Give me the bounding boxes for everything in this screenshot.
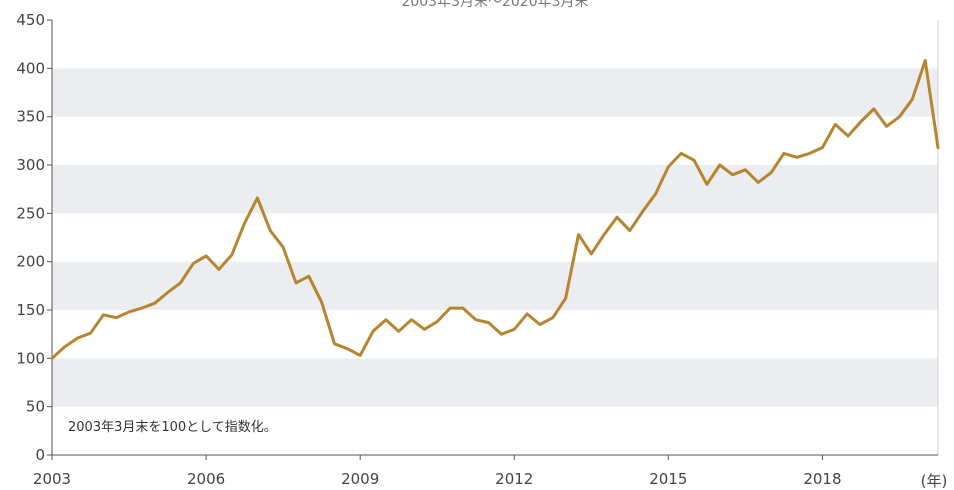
series-line [50, 59, 940, 360]
y-tick-label: 400 [16, 59, 45, 77]
y-tick-label: 0 [35, 446, 45, 464]
y-tick-label: 300 [16, 156, 45, 174]
grid-band [52, 261, 938, 310]
grid-band [52, 68, 938, 117]
grid-band [52, 310, 938, 359]
x-tick-label: 2018 [803, 470, 841, 488]
y-tick-label: 200 [16, 253, 45, 271]
chart-note: 2003年3月末を100として指数化。 [68, 420, 277, 435]
y-tick-label: 150 [16, 301, 45, 319]
x-tick-label: 2012 [495, 470, 533, 488]
grid-band [52, 358, 938, 407]
grid-band [52, 406, 938, 455]
grid-band [52, 20, 938, 69]
x-tick-label: 2003 [33, 470, 71, 488]
y-tick-label: 50 [26, 398, 45, 416]
y-axis: 0 50 100 150 200 250 300 350 400 450 [16, 11, 53, 464]
y-tick-label: 250 [16, 204, 45, 222]
grid-band [52, 213, 938, 262]
grid-band [52, 165, 938, 214]
y-tick-label: 350 [16, 108, 45, 126]
grid-bands [52, 20, 939, 455]
x-tick-label: 2015 [649, 470, 687, 488]
chart-subtitle: 2003年3月末～2020年3月末 [401, 0, 588, 10]
y-tick-label: 100 [16, 349, 45, 367]
x-axis-unit-label: (年) [921, 472, 948, 490]
x-tick-label: 2009 [341, 470, 379, 488]
x-axis: 2003 2006 2009 2012 2015 2018 [33, 454, 938, 488]
x-tick-label: 2006 [187, 470, 225, 488]
y-tick-label: 450 [16, 11, 45, 29]
grid-band [52, 116, 938, 165]
